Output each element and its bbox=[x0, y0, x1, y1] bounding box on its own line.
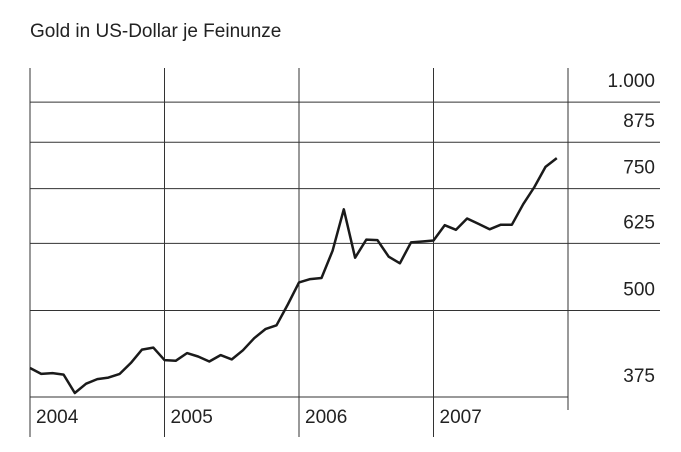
chart-title: Gold in US-Dollar je Feinunze bbox=[30, 21, 281, 42]
y-tick-label: 875 bbox=[623, 111, 655, 132]
y-tick-label: 750 bbox=[623, 158, 655, 179]
y-tick-label: 375 bbox=[623, 366, 655, 387]
x-tick-label: 2004 bbox=[36, 407, 79, 428]
y-tick-label: 1.000 bbox=[607, 71, 655, 92]
line-series bbox=[29, 157, 558, 395]
y-tick-label: 500 bbox=[623, 280, 655, 301]
x-tick-label: 2007 bbox=[440, 407, 482, 428]
x-tick-label: 2005 bbox=[171, 407, 213, 428]
y-tick-label: 625 bbox=[623, 212, 655, 233]
x-tick-label: 2006 bbox=[305, 407, 347, 428]
